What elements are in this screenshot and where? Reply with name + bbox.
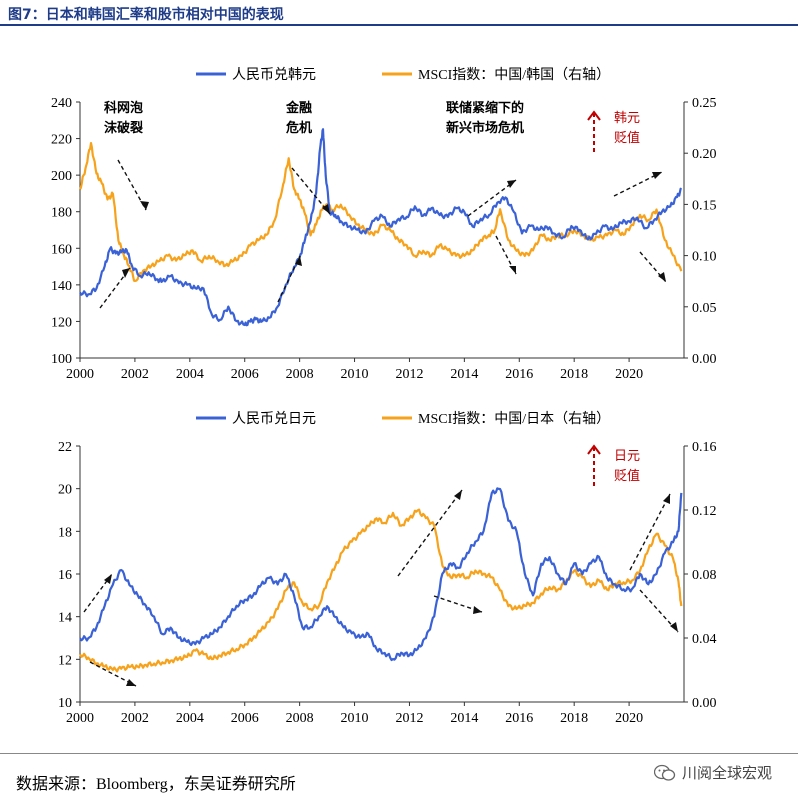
x-tick-label: 2008 xyxy=(286,711,314,726)
x-tick-label: 2002 xyxy=(121,711,149,726)
y-right-tick-label: 0.08 xyxy=(692,568,717,583)
depreciation-label-line2: 贬值 xyxy=(614,130,640,146)
x-tick-label: 2008 xyxy=(286,367,314,382)
y-left-tick-label: 14 xyxy=(58,611,72,626)
legend: 人民币兑日元 MSCI指数：中国/日本（右轴） xyxy=(196,411,610,427)
depreciation-arrow xyxy=(587,110,601,152)
annotation-gfc-line2: 危机 xyxy=(286,120,312,136)
y-right-tick-label: 0.04 xyxy=(692,632,717,647)
x-tick-label: 2010 xyxy=(341,711,369,726)
legend-label-krw: 人民币兑韩元 xyxy=(232,67,316,83)
y-right-tick-label: 0.05 xyxy=(692,301,717,316)
legend-label-jpy: 人民币兑日元 xyxy=(232,411,316,427)
depreciation-label-line2: 贬值 xyxy=(614,468,640,484)
watermark-text: 川阅全球宏观 xyxy=(681,764,772,782)
chart-korea: 人民币兑韩元 MSCI指数：中国/韩国（右轴） 2000 2002 2004 2006… xyxy=(51,67,717,382)
trend-arrowheads xyxy=(104,490,678,686)
x-tick-label: 2016 xyxy=(505,367,533,382)
chart-japan: 人民币兑日元 MSCI指数：中国/日本（右轴） 2000 2002 2004 2006… xyxy=(58,411,717,726)
annotations: 科网泡 沫破裂 金融 危机 联储紧缩下的 新兴市场危机 韩元 贬值 xyxy=(99,100,667,309)
annotation-em-line2: 新兴市场危机 xyxy=(446,120,524,136)
y-left-tick-label: 10 xyxy=(58,696,72,711)
x-tick-label: 2020 xyxy=(615,711,643,726)
annotations: 日元 贬值 xyxy=(83,444,679,687)
x-tick-label: 2014 xyxy=(450,367,478,382)
y-left-tick-label: 22 xyxy=(58,440,72,455)
depreciation-arrow xyxy=(587,444,601,486)
x-tick-label: 2018 xyxy=(560,711,588,726)
y-left-tick-label: 120 xyxy=(51,315,72,330)
x-tick-label: 2004 xyxy=(176,711,204,726)
x-tick-label: 2012 xyxy=(395,367,423,382)
annotation-gfc-line1: 金融 xyxy=(285,100,312,116)
y-left-tick-label: 12 xyxy=(58,653,72,668)
depreciation-label-line1: 韩元 xyxy=(614,111,640,126)
wechat-icon xyxy=(653,764,676,781)
y-left-tick-label: 100 xyxy=(51,352,72,367)
y-right-tick-label: 0.20 xyxy=(692,147,717,162)
y-left-tick-label: 160 xyxy=(51,242,72,257)
y-right-tick-label: 0.12 xyxy=(692,504,717,519)
x-tick-label: 2012 xyxy=(395,711,423,726)
x-tick-label: 2000 xyxy=(66,711,94,726)
y-left-tick-label: 200 xyxy=(51,169,72,184)
x-tick-label: 2006 xyxy=(231,367,259,382)
y-right-tick-label: 0.00 xyxy=(692,696,717,711)
y-left-tick-label: 180 xyxy=(51,206,72,221)
source-note: 数据来源：Bloomberg，东吴证券研究所 xyxy=(16,776,296,793)
y-left-tick-label: 140 xyxy=(51,279,72,294)
annotation-em-line1: 联储紧缩下的 xyxy=(446,100,524,116)
trend-arrowheads xyxy=(122,172,666,282)
y-left-tick-label: 220 xyxy=(51,133,72,148)
x-tick-label: 2010 xyxy=(341,367,369,382)
y-right-tick-label: 0.00 xyxy=(692,352,717,367)
series-msci-line xyxy=(79,508,683,673)
y-left-tick-label: 16 xyxy=(58,568,72,583)
x-tick-label: 2002 xyxy=(121,367,149,382)
x-tick-label: 2004 xyxy=(176,367,204,382)
x-tick-label: 2016 xyxy=(505,711,533,726)
y-right-tick-label: 0.16 xyxy=(692,440,717,455)
series-fx-line xyxy=(79,487,683,662)
annotation-dotcom-line1: 科网泡 xyxy=(104,100,143,116)
axes: 2000 2002 2004 2006 2008 2010 2012 2014 2016 2018… xyxy=(51,96,717,382)
x-tick-label: 2006 xyxy=(231,711,259,726)
series-lines xyxy=(79,487,683,673)
x-tick-label: 2000 xyxy=(66,367,94,382)
axes: 2000 2002 2004 2006 2008 2010 2012 2014 2016 2018… xyxy=(58,440,717,726)
series-msci-line xyxy=(79,142,683,283)
series-lines xyxy=(79,128,683,327)
legend-label-msci-jp: MSCI指数：中国/日本（右轴） xyxy=(418,411,610,427)
legend: 人民币兑韩元 MSCI指数：中国/韩国（右轴） xyxy=(196,67,610,83)
y-right-tick-label: 0.15 xyxy=(692,198,717,213)
series-fx-line xyxy=(79,128,683,327)
depreciation-label-line1: 日元 xyxy=(614,449,640,464)
y-left-tick-label: 20 xyxy=(58,483,72,498)
figure-title: 图7：日本和韩国汇率和股市相对中国的表现 xyxy=(8,7,284,23)
footer-rule xyxy=(0,753,798,754)
x-tick-label: 2020 xyxy=(615,367,643,382)
y-left-tick-label: 18 xyxy=(58,525,72,540)
title-rule xyxy=(0,24,798,26)
y-right-tick-label: 0.10 xyxy=(692,250,717,265)
x-tick-label: 2014 xyxy=(450,711,478,726)
annotation-dotcom-line2: 沫破裂 xyxy=(104,120,144,136)
x-tick-label: 2018 xyxy=(560,367,588,382)
y-right-tick-label: 0.25 xyxy=(692,96,717,111)
y-left-tick-label: 240 xyxy=(51,96,72,111)
watermark: 川阅全球宏观 xyxy=(653,762,772,783)
legend-label-msci-kr: MSCI指数：中国/韩国（右轴） xyxy=(418,67,610,83)
